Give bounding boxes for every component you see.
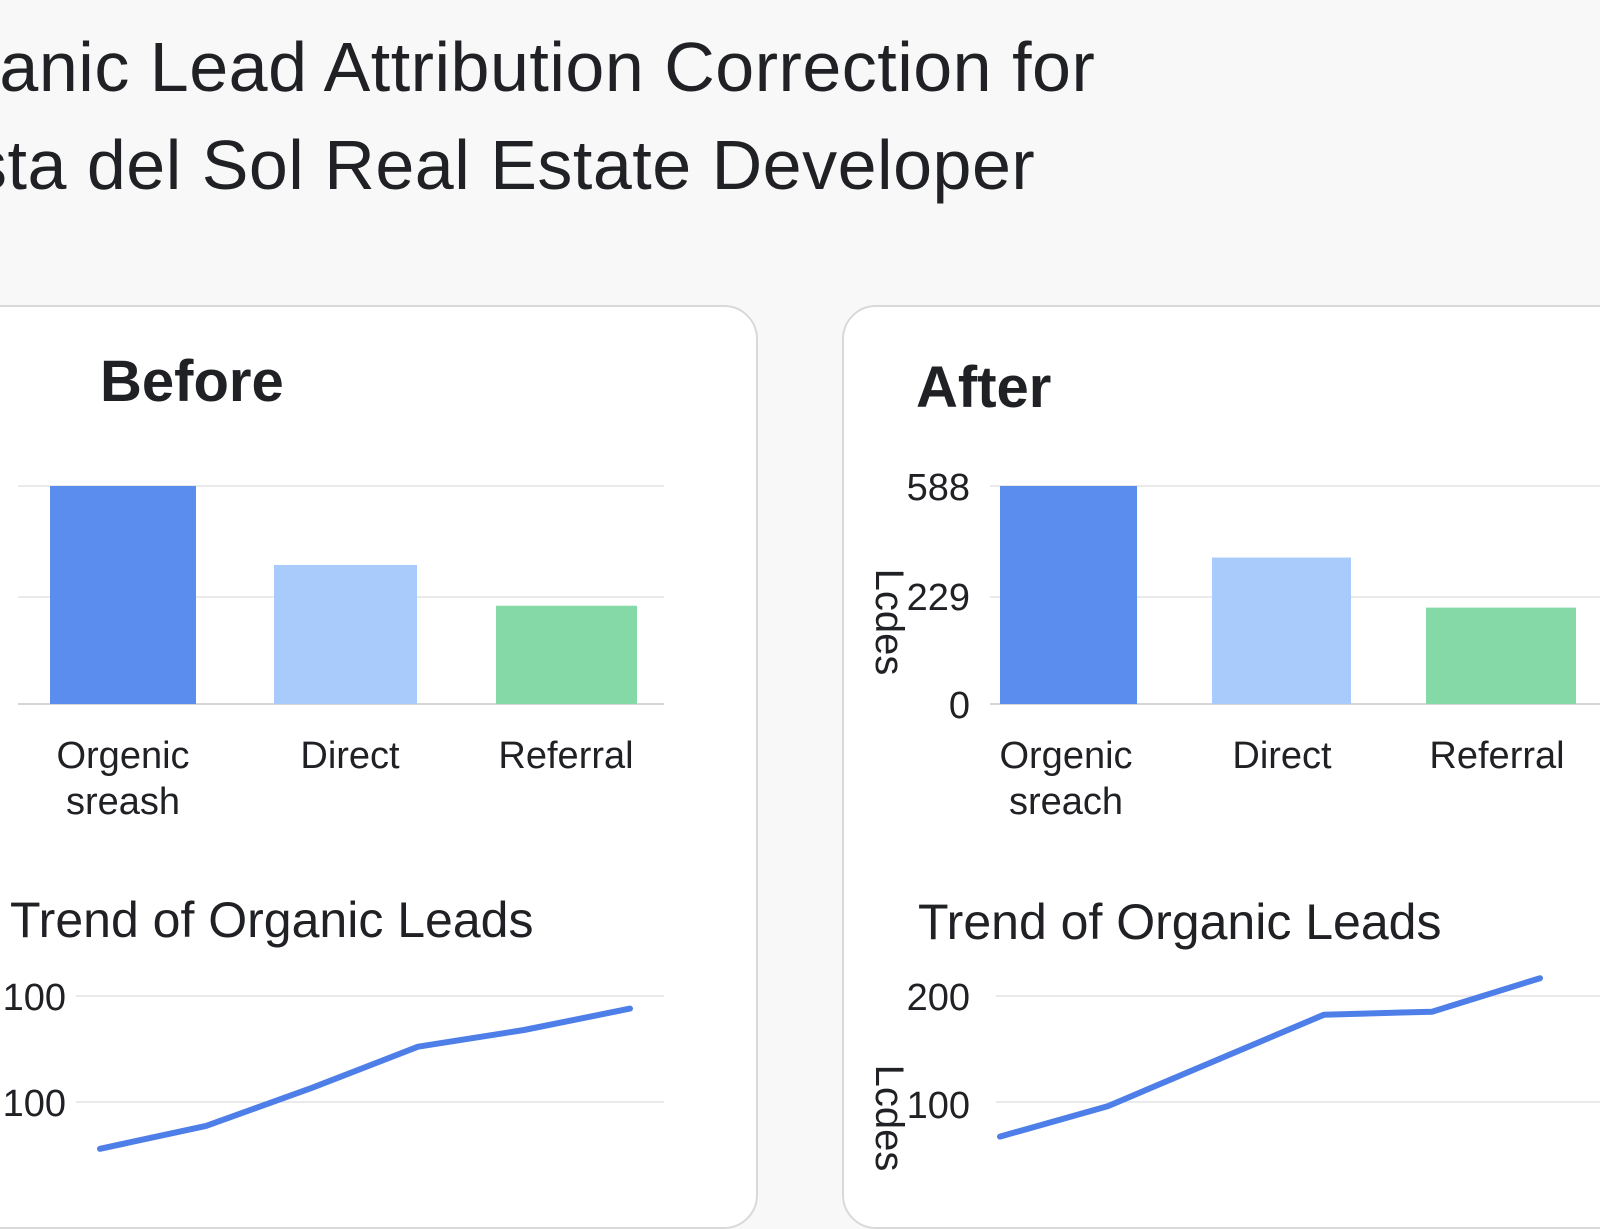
after-panel: After Trend of Organic Leads: [842, 305, 1600, 1229]
before-panel: Before Trend of Organic Leads: [0, 305, 758, 1229]
after-trend-title: Trend of Organic Leads: [918, 897, 1441, 947]
page-title-line-2: sta del Sol Real Estate Developer: [0, 116, 1600, 214]
before-trend-title: Trend of Organic Leads: [10, 895, 533, 945]
after-panel-title: After: [916, 359, 1051, 417]
page-title-line-1: ganic Lead Attribution Correction for: [0, 18, 1600, 116]
page-title: ganic Lead Attribution Correction for st…: [0, 18, 1600, 214]
before-panel-title: Before: [100, 353, 284, 411]
